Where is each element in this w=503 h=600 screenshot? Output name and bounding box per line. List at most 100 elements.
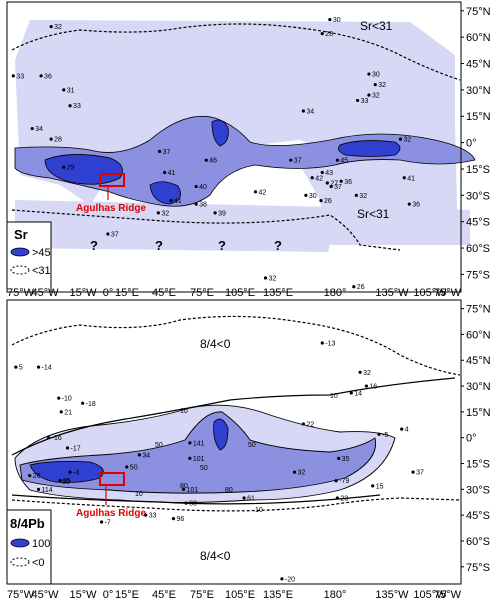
sample-site-value: 114: [42, 487, 53, 494]
sr-south-region-label: Sr<31: [357, 207, 390, 221]
sample-site-dot: [39, 74, 43, 78]
lat-tick-label: 30°S: [466, 484, 490, 496]
sample-site-value: 40: [199, 184, 207, 191]
lat-tick-label: 60°N: [466, 329, 491, 341]
sample-site-dot: [301, 422, 305, 426]
lon-tick-label: 75°W: [7, 589, 35, 600]
sr-north-region-label: Sr<31: [360, 19, 393, 33]
sample-site-dot: [320, 170, 324, 175]
lon-tick-label: 45°W: [31, 287, 59, 299]
sr-legend-high-swatch: [10, 247, 30, 257]
sample-site-dot: [36, 365, 41, 369]
sample-site-dot: [99, 520, 104, 524]
sample-site-dot: [36, 487, 41, 491]
sample-site-value: -16: [52, 435, 62, 442]
sr-unknown-mark: ?: [155, 238, 163, 253]
sample-site-value: 27: [330, 181, 338, 188]
sample-site-dot: [337, 456, 341, 460]
sample-site-value: -4: [73, 470, 79, 477]
sr-panel: [6, 1, 476, 293]
lon-tick-label: 15°E: [115, 589, 139, 600]
pb-legend-box: [6, 509, 52, 585]
sample-site-dot: [188, 456, 192, 460]
lat-tick-label: 75°N: [466, 6, 491, 18]
sample-site-value: 41: [174, 198, 182, 205]
sample-site-value: 38: [199, 202, 207, 209]
sample-site-value: 26: [324, 198, 332, 205]
lon-tick-label: 135°E: [263, 287, 293, 299]
sample-site-value: 37: [294, 158, 302, 165]
sample-site-value: 36: [44, 73, 52, 80]
sample-site-value: 34: [142, 452, 150, 459]
pb-contour-label: 50: [62, 479, 70, 486]
sample-site-value: 46: [209, 158, 217, 165]
sample-site-value: 32: [161, 210, 169, 217]
lat-tick-label: 15°S: [466, 459, 490, 471]
sample-site-dot: [377, 432, 381, 436]
sample-site-dot: [242, 496, 246, 500]
sample-site-dot: [57, 396, 61, 400]
sr-northern-boundary: [11, 23, 461, 81]
lon-tick-label: 0°: [103, 589, 114, 600]
sample-site-value: 26: [33, 473, 41, 480]
sample-site-dot: [30, 126, 34, 131]
sample-site-value: 37: [416, 470, 424, 477]
sr-legend-title: Sr: [14, 227, 28, 242]
sample-site-dot: [14, 365, 18, 369]
sample-site-dot: [11, 74, 15, 78]
sample-site-dot: [407, 202, 411, 206]
pb-contour-label: 80: [180, 483, 188, 490]
sample-site-dot: [335, 158, 340, 162]
sample-site-value: 14: [354, 390, 362, 397]
sample-site-dot: [325, 181, 329, 185]
sample-site-value: -17: [71, 446, 81, 453]
sample-site-value: 28: [54, 137, 62, 144]
sample-site-value: 50: [130, 464, 138, 471]
sample-site-value: -14: [42, 365, 52, 372]
sample-site-value: 39: [218, 210, 226, 217]
pb-southern-boundary: [11, 497, 461, 512]
sample-site-value: -10: [62, 396, 72, 403]
sample-site-value: 26: [357, 284, 365, 291]
sample-site-dot: [367, 72, 371, 76]
sample-site-dot: [289, 158, 293, 162]
sample-site-value: 37: [111, 232, 119, 239]
lon-tick-label: 75°W: [434, 589, 462, 600]
pb-legend-high-swatch: [10, 538, 30, 548]
sample-site-dot: [194, 184, 198, 189]
sr-legend-box: [6, 221, 52, 293]
lat-tick-label: 75°S: [466, 269, 490, 281]
sample-site-dot: [62, 88, 66, 92]
sample-site-dot: [62, 165, 66, 169]
lat-tick-label: 0°: [466, 433, 477, 445]
lon-tick-label: 15°W: [69, 589, 97, 600]
sample-site-value: 32: [359, 193, 367, 200]
sample-site-value: -18: [86, 401, 96, 408]
sample-site-dot: [81, 401, 85, 405]
sample-site-value: 16: [369, 384, 377, 391]
sample-site-dot: [400, 427, 404, 431]
sample-site-value: 32: [269, 275, 277, 282]
sr-light-band-south: [15, 200, 470, 252]
sr-legend: [6, 221, 52, 293]
pb-contour-label: 50: [200, 465, 208, 472]
lat-tick-label: 45°N: [466, 355, 491, 367]
pb-legend-low-swatch: [10, 557, 30, 567]
lon-tick-label: 75°W: [7, 287, 35, 299]
sample-site-value: 30: [372, 72, 380, 79]
sample-site-dot: [263, 276, 268, 280]
pb-contour-label: 10: [330, 393, 338, 400]
sample-site-value: 30: [309, 193, 317, 200]
lat-tick-label: 30°S: [466, 190, 490, 202]
lon-tick-label: 180°: [324, 287, 347, 299]
pb-legend-high-label: 100: [32, 538, 50, 550]
pb-panel-frame: [6, 299, 462, 585]
sample-site-value: 4: [405, 427, 409, 434]
lat-tick-label: 75°S: [466, 562, 490, 574]
sr-unknown-mark: ?: [90, 238, 98, 253]
sr-mid-band: [14, 115, 476, 207]
sample-site-value: 101: [187, 487, 199, 494]
sample-site-dot: [106, 232, 110, 236]
sr-southern-boundary: [11, 209, 401, 251]
lon-tick-label: 135°E: [263, 589, 293, 600]
